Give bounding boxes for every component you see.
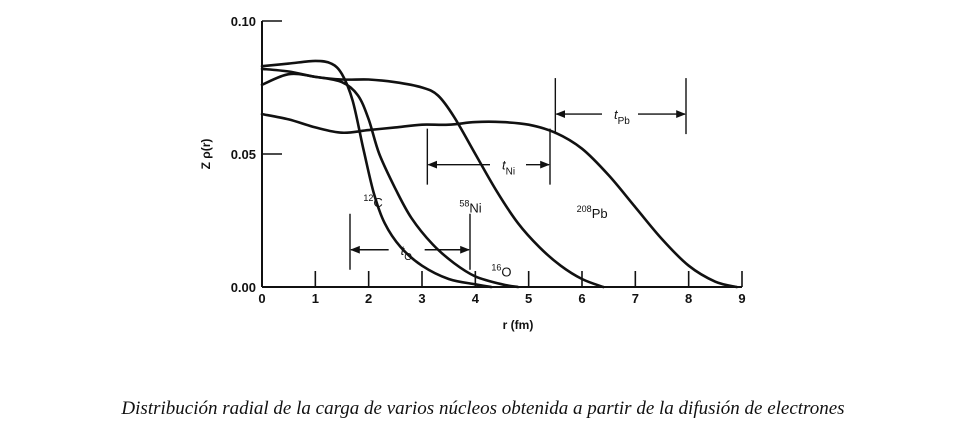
x-tick-label: 5 [525,291,532,306]
x-tick-label: 4 [472,291,480,306]
thickness-markers: tO tNi tPb [349,78,687,270]
series-line-12c [260,59,493,289]
ticks: 0 1 2 3 4 5 6 7 8 9 0.00 0.05 0.10 [231,14,746,306]
x-axis-label: r (fm) [503,318,534,332]
y-tick-label: 0.10 [231,14,256,29]
curves [260,59,738,289]
x-tick-label: 9 [738,291,745,306]
x-tick-label: 1 [312,291,319,306]
curve-label-c: 12C [363,193,382,210]
y-tick-label: 0.00 [231,280,256,295]
thickness-marker-ni: tNi [426,128,551,185]
curve-label-ni: 58Ni [459,199,481,216]
x-tick-label: 3 [418,291,425,306]
figure-caption: Distribución radial de la carga de vario… [121,398,845,419]
y-axis-label: Z ρ(r) [199,139,213,170]
x-tick-label: 7 [632,291,639,306]
series-line-58ni [260,67,605,289]
thickness-marker-pb: tPb [554,78,687,135]
series-line-16o [260,72,520,289]
marker-label: tNi [502,158,515,178]
charge-density-chart: 0 1 2 3 4 5 6 7 8 9 0.00 0.05 0.10 tO tNi tPb 12C 58Ni 2… [199,14,746,332]
curve-labels: 12C 58Ni 208Pb 16O [363,193,607,279]
marker-label: tO [401,243,413,263]
series-line-208pb [260,112,738,289]
thickness-marker-o: tO [349,213,471,270]
curve-label-o: 16O [491,262,511,279]
x-tick-label: 6 [578,291,585,306]
y-tick-label: 0.05 [231,147,256,162]
x-tick-label: 8 [685,291,692,306]
curve-label-pb: 208Pb [577,204,608,221]
x-tick-label: 0 [258,291,265,306]
x-tick-label: 2 [365,291,372,306]
marker-label: tPb [614,107,630,127]
